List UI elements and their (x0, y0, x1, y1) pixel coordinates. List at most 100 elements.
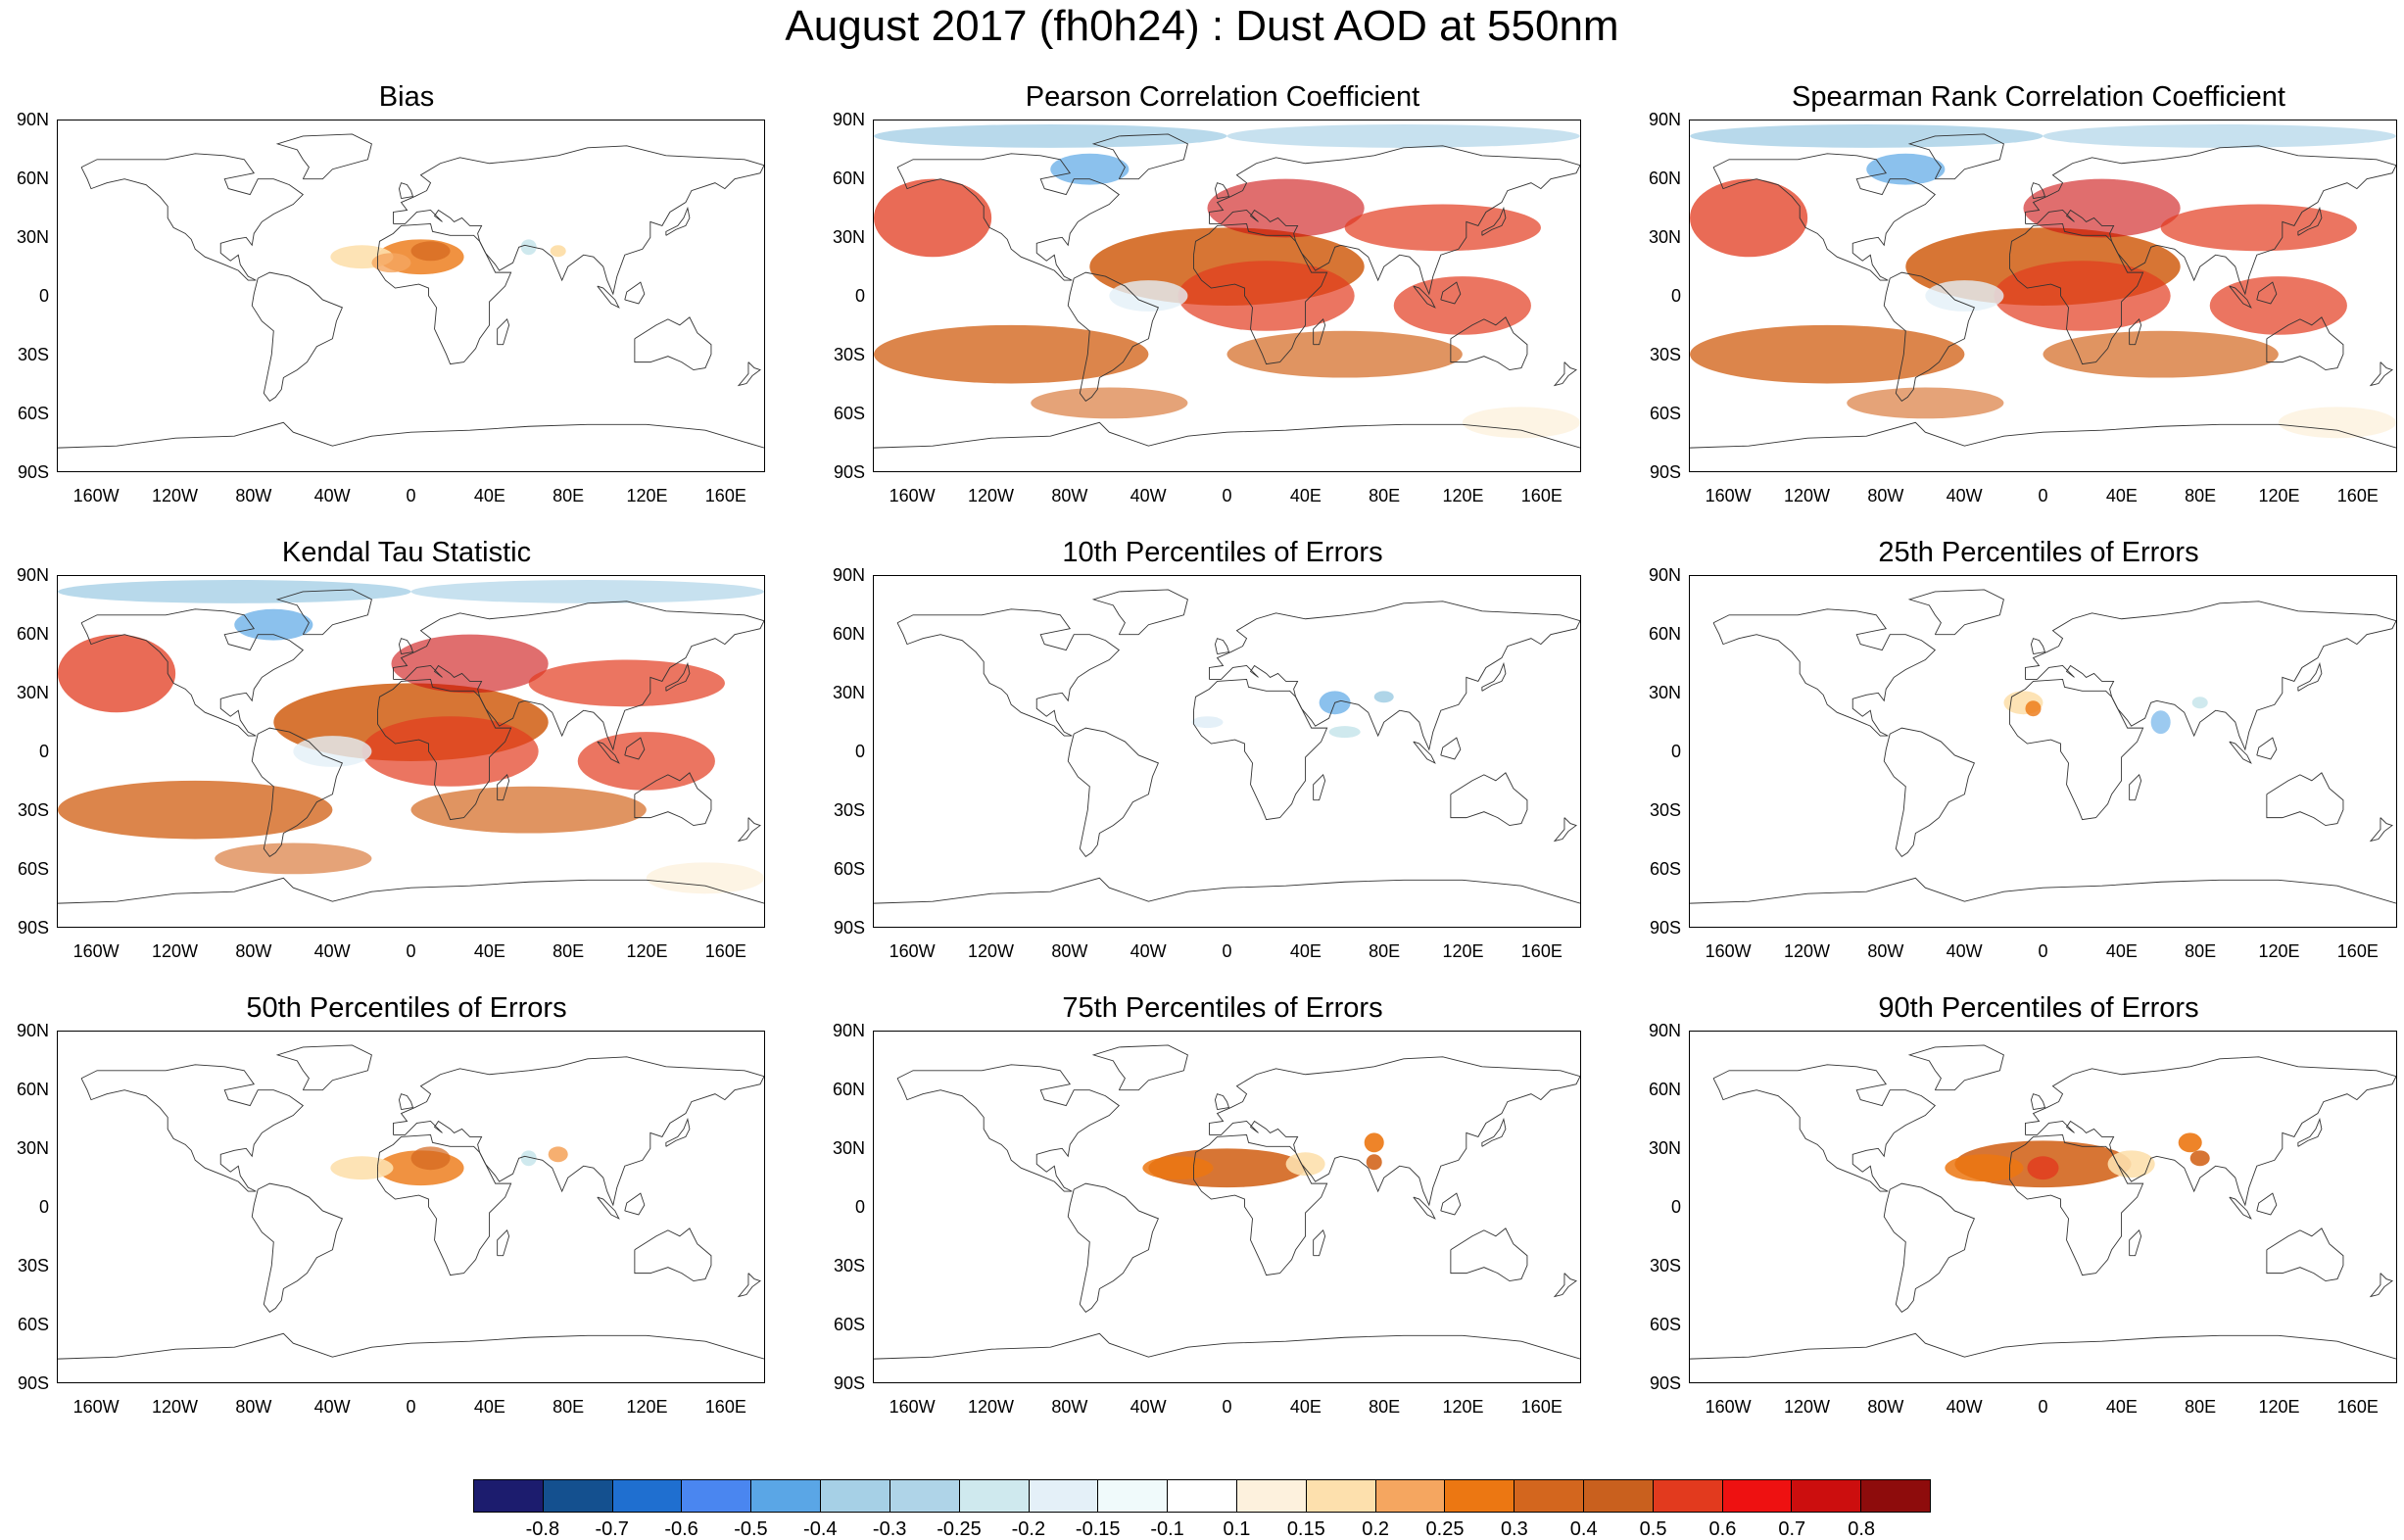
coastline (58, 421, 764, 449)
lon-tick-label: 120W (1783, 941, 1831, 961)
coastline (1067, 271, 1159, 403)
map-svg (58, 579, 764, 904)
lon-tick-label: 40E (1289, 941, 1322, 961)
field-blob (410, 1146, 451, 1171)
field-blob (410, 786, 647, 834)
lat-tick-label: 90N (1648, 110, 1681, 129)
coastline (2025, 1056, 2396, 1207)
coastline (377, 678, 512, 821)
coastline (2129, 318, 2142, 346)
map-plot (873, 1031, 1581, 1383)
colorbar-label: 0.25 (1425, 1518, 1465, 1540)
colorbar-label: 0.4 (1569, 1518, 1598, 1540)
lon-tick-label: 40E (2105, 486, 2138, 505)
coastline (1193, 1133, 1328, 1276)
lat-tick-label: 90S (1649, 462, 1681, 482)
lat-tick-label: 30S (833, 800, 865, 820)
colorbar-label: -0.25 (937, 1518, 982, 1540)
lat-tick-label: 60S (1649, 404, 1681, 423)
coastline (1193, 222, 1328, 365)
lat-tick-label: 90N (16, 565, 49, 585)
coastline (597, 1196, 620, 1220)
coastline (1690, 421, 2396, 449)
colorbar-box (1236, 1480, 1307, 1512)
lat-tick-label: 30S (17, 1256, 49, 1275)
field-blob (1207, 178, 1365, 238)
colorbar-label: -0.2 (1011, 1518, 1046, 1540)
coastline (398, 638, 414, 654)
lon-tick-label: 160W (72, 941, 120, 961)
panel-bias: Bias 90N 60N 30N 0 30S 60S 90S 160W 120W 80W 40W 0 40… (0, 80, 813, 546)
coastline (1193, 678, 1328, 821)
coastline (1214, 638, 1230, 654)
lon-tick-label: 0 (1222, 1397, 1232, 1417)
lon-tick-label: 80W (1867, 1397, 1904, 1417)
lon-tick-label: 80W (1051, 486, 1088, 505)
lon-tick-label: 120E (2258, 486, 2300, 505)
lat-tick-label: 90N (1648, 565, 1681, 585)
lat-tick-label: 90S (17, 1373, 49, 1393)
lat-tick-label: 90S (833, 1373, 865, 1393)
colorbar-box (1445, 1480, 1515, 1512)
lon-tick-label: 0 (1222, 941, 1232, 961)
map-svg (874, 1044, 1580, 1360)
lon-tick-label: 120W (151, 486, 199, 505)
field-blob (58, 780, 333, 840)
lat-tick-label: 60S (1649, 1315, 1681, 1334)
colorbar-box (1792, 1480, 1862, 1512)
colorbar-label: -0.4 (803, 1518, 838, 1540)
coastline (2256, 1192, 2278, 1216)
colorbar-box (1098, 1480, 1169, 1512)
panel-p10: 10th Percentiles of Errors 90N 60N 30N 0 30S 6… (816, 536, 1629, 1001)
field-blob (410, 579, 764, 603)
map-plot (1689, 1031, 2397, 1383)
coastline (2030, 638, 2046, 654)
panel-title: Spearman Rank Correlation Coefficient (1791, 81, 2285, 113)
field-blob (2150, 710, 2171, 735)
field-blob (1373, 691, 1394, 703)
coastline (2369, 1273, 2393, 1298)
lat-tick-label: 30N (1648, 227, 1681, 247)
field-blob (1690, 324, 1965, 384)
lon-tick-label: 40E (1289, 486, 1322, 505)
lon-tick-label: 40W (313, 486, 351, 505)
coastline (1209, 145, 1580, 296)
coastline (2229, 285, 2252, 309)
field-blob (58, 634, 176, 713)
colorbar-box (1306, 1480, 1376, 1512)
field-blob (1191, 716, 1224, 729)
lon-tick-label: 160E (2336, 941, 2379, 961)
lon-tick-label: 40E (1289, 1397, 1322, 1417)
lat-tick-label: 60N (1648, 1080, 1681, 1099)
panel-spearman: Spearman Rank Correlation Coefficient 90N… (1632, 80, 2404, 546)
field-blob (2027, 1156, 2059, 1180)
map-plot (1689, 120, 2397, 472)
lat-tick-label: 90N (832, 565, 865, 585)
field-blob (874, 178, 992, 258)
panel-pearson: Pearson Correlation Coefficient 90N 60N 30N… (816, 80, 1629, 546)
lon-tick-label: 40W (313, 1397, 351, 1417)
coastline (2009, 678, 2144, 821)
coastline (58, 877, 764, 904)
lat-tick-label: 60S (833, 1315, 865, 1334)
field-blob (234, 608, 313, 641)
panel-title: 10th Percentiles of Errors (1062, 537, 1383, 568)
coastline (1313, 774, 1326, 801)
colorbar-box (1584, 1480, 1654, 1512)
coastline (1313, 1229, 1326, 1257)
lat-tick-label: 60S (1649, 859, 1681, 879)
map-svg (1690, 123, 2396, 449)
field-blob (548, 1146, 568, 1163)
lat-tick-label: 0 (38, 286, 49, 306)
lat-tick-label: 60N (16, 1080, 49, 1099)
field-blob (1226, 123, 1580, 148)
coastline (1440, 737, 1462, 760)
field-blob (577, 732, 715, 791)
field-blob (550, 245, 566, 258)
lon-tick-label: 80E (2185, 486, 2217, 505)
coastline (665, 661, 691, 692)
colorbar-box (682, 1480, 752, 1512)
colorbar-box (1029, 1480, 1099, 1512)
lat-tick-label: 60N (16, 168, 49, 188)
lat-tick-label: 90S (1649, 918, 1681, 938)
